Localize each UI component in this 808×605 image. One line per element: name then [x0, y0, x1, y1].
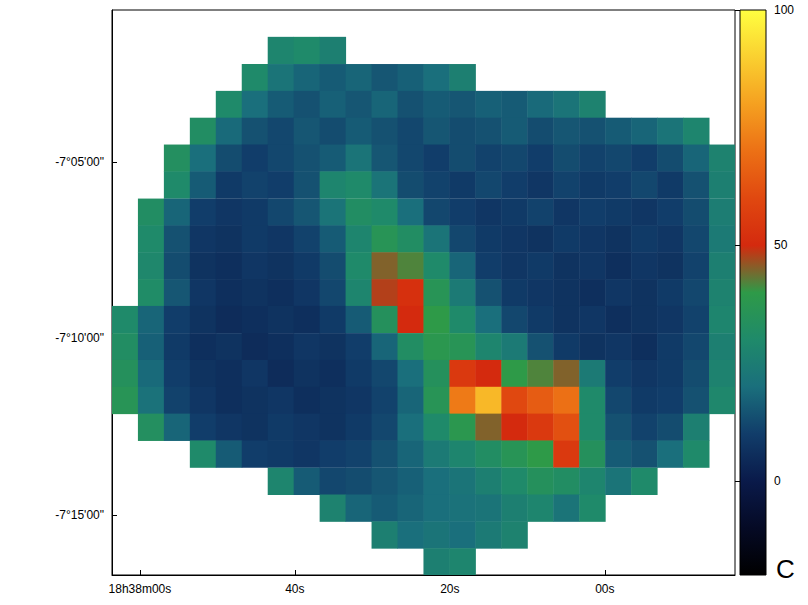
svg-text:0: 0 — [774, 474, 781, 488]
svg-text:50: 50 — [774, 238, 788, 252]
svg-text:40s: 40s — [285, 582, 304, 596]
svg-text:00s: 00s — [595, 582, 614, 596]
svg-text:C: C — [776, 554, 795, 584]
svg-text:-7°15'00": -7°15'00" — [55, 508, 104, 522]
svg-text:20s: 20s — [440, 582, 459, 596]
svg-text:-7°05'00": -7°05'00" — [55, 155, 104, 169]
svg-text:18h38m00s: 18h38m00s — [109, 582, 172, 596]
svg-text:100: 100 — [774, 3, 794, 17]
svg-text:-7°10'00": -7°10'00" — [55, 331, 104, 345]
